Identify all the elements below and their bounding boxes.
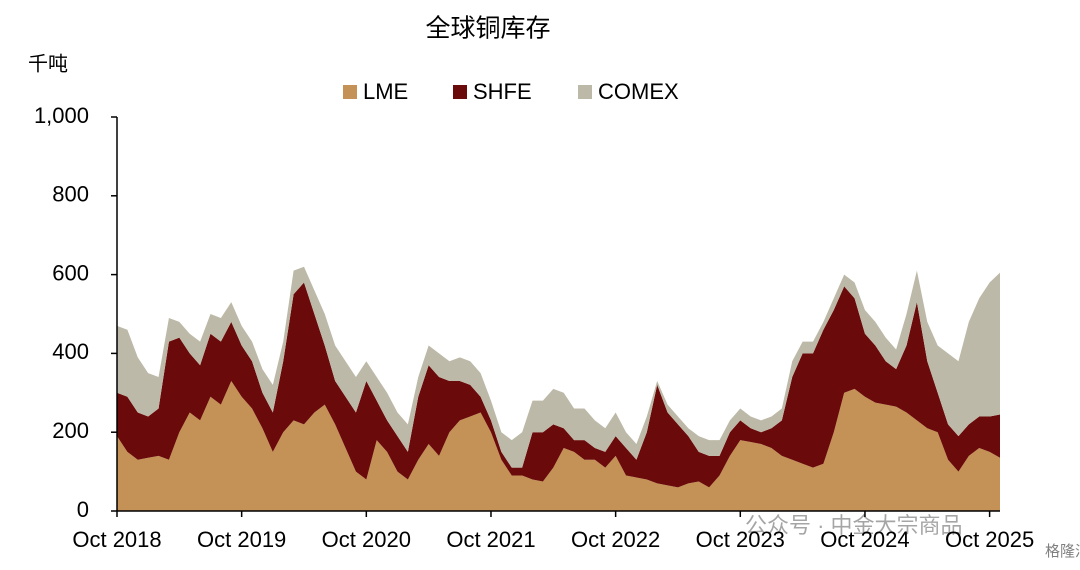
legend-label: SHFE <box>473 79 532 104</box>
area <box>117 380 1000 511</box>
y-tick-label: 200 <box>52 418 89 443</box>
legend-swatch <box>453 85 467 99</box>
x-tick-label: Oct 2019 <box>197 527 286 552</box>
legend-swatch <box>343 85 357 99</box>
x-tick-label: Oct 2020 <box>322 527 411 552</box>
x-tick-label: Oct 2021 <box>446 527 535 552</box>
x-tick-label: Oct 2018 <box>72 527 161 552</box>
area <box>117 266 1000 468</box>
legend-swatch <box>578 85 592 99</box>
x-tick-label: Oct 2025 <box>945 527 1034 552</box>
y-axis-label: 千吨 <box>28 52 68 75</box>
x-tick-label: Oct 2022 <box>571 527 660 552</box>
legend-label: COMEX <box>598 79 679 104</box>
y-tick-label: 1,000 <box>34 103 89 128</box>
legend-label: LME <box>363 79 408 104</box>
watermark: 公众号 · 中金大宗商品 <box>745 513 963 538</box>
y-tick-label: 0 <box>77 497 89 522</box>
x-tick-label: Oct 2024 <box>820 527 909 552</box>
watermark: 格隆汇 <box>1045 543 1080 560</box>
area <box>117 282 1000 488</box>
y-tick-label: 400 <box>52 339 89 364</box>
x-tick-label: Oct 2023 <box>696 527 785 552</box>
y-tick-label: 800 <box>52 182 89 207</box>
chart-title: 全球铜库存 <box>425 15 550 43</box>
y-tick-label: 600 <box>52 260 89 285</box>
